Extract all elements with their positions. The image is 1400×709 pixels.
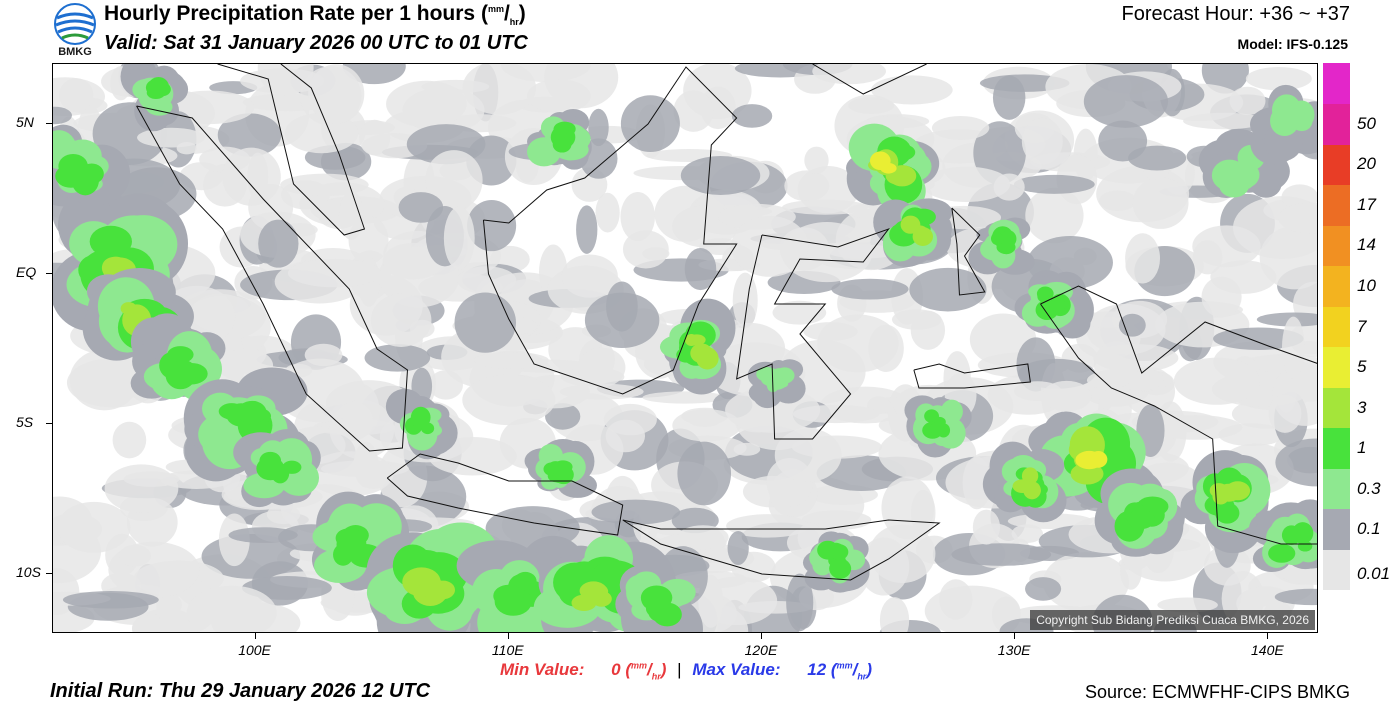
min-value-label: Min Value: — [500, 660, 585, 679]
colorbar-label: 0.1 — [1357, 519, 1381, 539]
colorbar-label: 50 — [1357, 113, 1376, 133]
colorbar-label: 7 — [1357, 316, 1367, 336]
map-canvas — [53, 64, 1317, 632]
separator: | — [677, 660, 682, 679]
colorbar-label: 14 — [1357, 235, 1376, 255]
lon-label: 110E — [491, 642, 524, 658]
logo-text: BMKG — [58, 46, 92, 58]
min-value: 0 — [611, 660, 621, 679]
max-value-label: Max Value: — [692, 660, 781, 679]
coastline — [622, 519, 941, 581]
colorbar-label: 10 — [1357, 275, 1376, 295]
colorbar-label: 20 — [1357, 154, 1376, 174]
colorbar-segment — [1323, 265, 1350, 307]
lat-label: 5S — [16, 414, 34, 430]
copyright-notice: Copyright Sub Bidang Prediksi Cuaca BMKG… — [1030, 610, 1315, 630]
lat-tick — [46, 573, 52, 574]
colorbar-segment — [1323, 144, 1350, 186]
coastline — [482, 66, 738, 395]
max-value-unit: (mm/hr) — [830, 660, 872, 682]
coastlines — [136, 64, 1317, 581]
lat-tick — [46, 123, 52, 124]
lat-label: EQ — [16, 264, 37, 280]
initial-run: Initial Run: Thu 29 January 2026 12 UTC — [50, 680, 431, 702]
lon-tick — [254, 633, 256, 639]
colorbar-label: 5 — [1357, 357, 1367, 377]
colorbar-segment — [1323, 387, 1350, 429]
coastline — [1040, 285, 1317, 545]
valid-time: Valid: Sat 31 January 2026 00 UTC to 01 … — [104, 32, 528, 54]
map-title: Hourly Precipitation Rate per 1 hours (m… — [104, 2, 526, 27]
title-text: Hourly Precipitation Rate per 1 hours — [104, 2, 476, 25]
coastline — [386, 453, 624, 536]
coastline — [812, 64, 927, 95]
max-value: 12 — [807, 660, 827, 679]
colorbar-segment — [1323, 468, 1350, 510]
colorbar-segment — [1323, 427, 1350, 469]
lat-label: 5N — [16, 114, 34, 130]
lon-label: 140E — [1251, 642, 1284, 658]
lon-tick — [1014, 633, 1016, 639]
model-name: Model: IFS-0.125 — [1237, 36, 1348, 52]
data-source: Source: ECMWFHF-CIPS BMKG — [1084, 682, 1350, 702]
precipitation-map: Copyright Sub Bidang Prediksi Cuaca BMKG… — [52, 63, 1318, 633]
lon-tick — [507, 633, 509, 639]
colorbar-segment — [1323, 103, 1350, 145]
colorbar-label: 1 — [1357, 438, 1367, 458]
lon-label: 120E — [744, 642, 778, 658]
colorbar-label: 17 — [1357, 194, 1376, 214]
colorbar — [1323, 63, 1350, 591]
colorbar-segment — [1323, 184, 1350, 226]
lon-tick — [1267, 633, 1269, 639]
colorbar-segment — [1323, 225, 1350, 267]
colorbar-segment — [1323, 63, 1350, 105]
lat-tick — [46, 423, 52, 424]
lon-label: 130E — [997, 642, 1031, 658]
precip-field — [53, 64, 1317, 632]
colorbar-segment — [1323, 549, 1350, 591]
coastline — [951, 207, 986, 296]
lon-label: 100E — [238, 642, 271, 658]
coastline — [736, 227, 890, 440]
colorbar-label: 0.01 — [1357, 563, 1391, 583]
bmkg-logo: BMKG — [50, 2, 100, 62]
min-max-values: Min Value: 0 (mm/hr) | Max Value: 12 (mm… — [500, 660, 872, 681]
colorbar-segment — [1323, 306, 1350, 348]
lon-tick — [760, 633, 762, 639]
min-value-unit: (mm/hr) — [625, 660, 667, 682]
lat-label: 10S — [16, 564, 41, 580]
coastline — [217, 64, 366, 236]
lat-tick — [46, 273, 52, 274]
colorbar-label: 0.3 — [1357, 478, 1381, 498]
coastline — [913, 363, 1031, 389]
coastline — [136, 105, 408, 452]
colorbar-label: 3 — [1357, 397, 1367, 417]
colorbar-segment — [1323, 508, 1350, 550]
title-unit: (mm/hr) — [480, 2, 526, 28]
colorbar-segment — [1323, 346, 1350, 388]
forecast-hour: Forecast Hour: +36 ~ +37 — [1121, 3, 1350, 25]
